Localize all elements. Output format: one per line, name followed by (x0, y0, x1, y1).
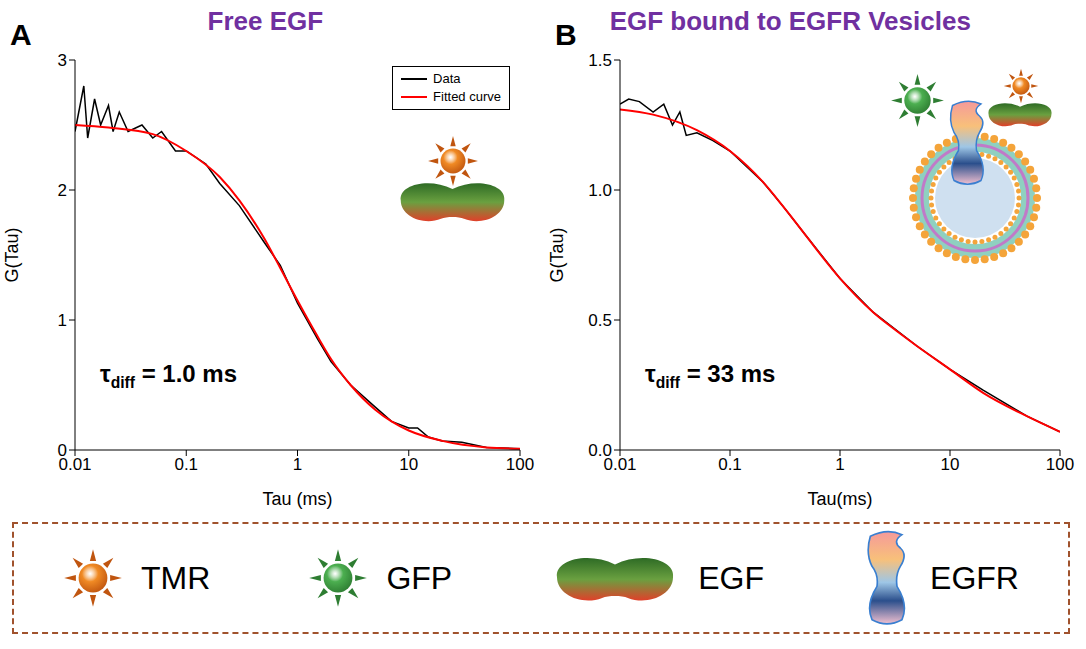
html-text:EGF: EGF (698, 559, 764, 596)
svg-text:3: 3 (58, 51, 67, 70)
html-text:EGFR: EGFR (930, 559, 1019, 596)
svg-text:1.0: 1.0 (588, 181, 612, 200)
html-text:Data: Data (433, 71, 461, 86)
svg-text:Tau(ms): Tau(ms) (807, 489, 872, 509)
svg-text:0.5: 0.5 (588, 311, 612, 330)
html-text:GFP: GFP (386, 559, 453, 596)
svg-text:G(Tau): G(Tau) (2, 227, 22, 282)
svg-text:0.1: 0.1 (718, 455, 742, 474)
html-text:τdiff= 33 ms: τdiff= 33 ms (645, 360, 776, 391)
svg-text:0.01: 0.01 (58, 455, 92, 475)
svg-text:Tau (ms): Tau (ms) (262, 489, 332, 509)
svg-text:10: 10 (399, 455, 418, 474)
svg-text:2: 2 (58, 181, 67, 200)
svg-text:0: 0 (58, 441, 67, 460)
html-text:B: B (555, 18, 577, 51)
html-text:Fitted curve: Fitted curve (433, 89, 501, 104)
svg-text:0.1: 0.1 (174, 455, 198, 474)
svg-text:1: 1 (58, 311, 67, 330)
html-text:A: A (10, 18, 32, 51)
svg-text:G(Tau): G(Tau) (547, 227, 567, 282)
svg-text:10: 10 (941, 455, 960, 474)
html-text:Free EGF: Free EGF (207, 6, 324, 36)
svg-text:1: 1 (293, 455, 302, 474)
html-text:TMR: TMR (141, 559, 211, 596)
svg-text:100: 100 (506, 455, 534, 474)
svg-text:100: 100 (1046, 455, 1074, 474)
html-text:EGF bound to EGFR Vesicles: EGF bound to EGFR Vesicles (609, 6, 971, 36)
html-text:τdiff= 1.0 ms: τdiff= 1.0 ms (100, 360, 237, 391)
svg-text:0.0: 0.0 (588, 441, 612, 460)
svg-text:1.5: 1.5 (588, 51, 612, 70)
svg-text:1: 1 (835, 455, 844, 474)
svg-text:0.01: 0.01 (603, 455, 637, 475)
